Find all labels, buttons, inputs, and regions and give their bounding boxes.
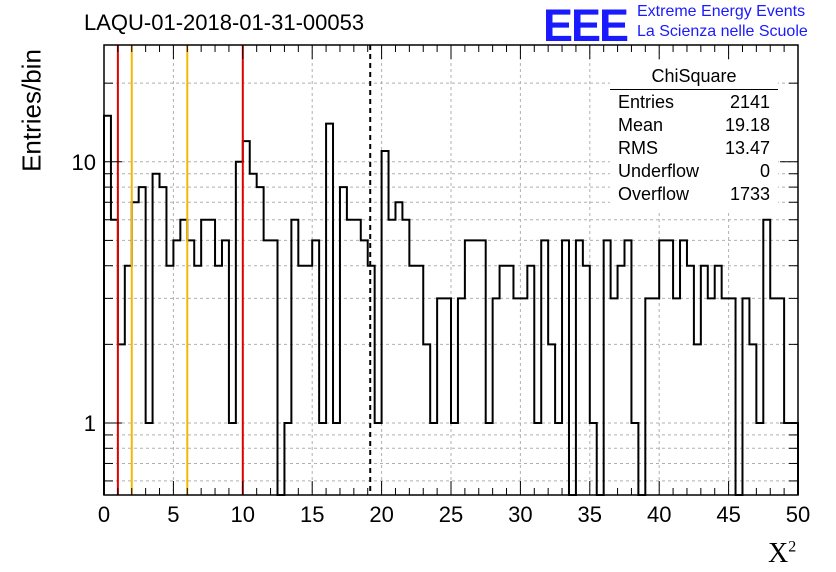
- stats-row-overflow: Overflow 1733: [618, 184, 770, 207]
- x-tick-label: 5: [167, 502, 179, 527]
- stats-label: Underflow: [618, 161, 700, 181]
- x-tick-label: 35: [578, 502, 602, 527]
- x-tick-label: 15: [300, 502, 324, 527]
- x-tick-label: 10: [231, 502, 255, 527]
- y-axis-label: Entries/bin: [16, 49, 47, 172]
- stats-value: 13.47: [724, 138, 770, 158]
- stats-box: ChiSquare Entries 2141 Mean 19.18 RMS 13…: [610, 62, 778, 210]
- stats-row-rms: RMS 13.47: [618, 138, 770, 161]
- stats-label: Entries: [618, 92, 675, 112]
- chart-title: LAQU-01-2018-01-31-00053: [84, 10, 365, 35]
- x-tick-label: 40: [647, 502, 671, 527]
- y-tick-label: 10: [72, 150, 96, 175]
- x-axis-label: X2: [768, 538, 796, 570]
- x-tick-label: 0: [98, 502, 110, 527]
- histogram-outline: [103, 114, 799, 496]
- x-axis-label-superscript: 2: [788, 538, 797, 556]
- x-axis-label-base: X: [768, 538, 789, 569]
- logo-tagline-1: Extreme Energy Events: [637, 3, 806, 20]
- x-tick-label: 20: [369, 502, 393, 527]
- stats-box-divider: [610, 89, 778, 90]
- x-tick-label: 50: [786, 502, 810, 527]
- x-tick-label: 30: [508, 502, 532, 527]
- logo-tagline-2: La Scienza nelle Scuole: [637, 23, 808, 40]
- stats-box-title: ChiSquare: [651, 66, 737, 86]
- stats-label: Mean: [618, 115, 664, 135]
- stats-row-underflow: Underflow 0: [618, 161, 770, 184]
- stats-value: 0: [759, 161, 770, 181]
- x-tick-label: 25: [439, 502, 463, 527]
- stats-value: 2141: [729, 92, 770, 112]
- y-tick-label: 1: [84, 411, 96, 436]
- stats-label: Overflow: [618, 184, 690, 204]
- stats-row-mean: Mean 19.18: [618, 115, 770, 138]
- stats-value: 19.18: [724, 115, 770, 135]
- stats-row-entries: Entries 2141: [618, 92, 770, 115]
- stats-label: RMS: [618, 138, 658, 158]
- x-tick-label: 45: [716, 502, 740, 527]
- stats-value: 1733: [729, 184, 770, 204]
- eee-logo: EEE: [543, 0, 629, 51]
